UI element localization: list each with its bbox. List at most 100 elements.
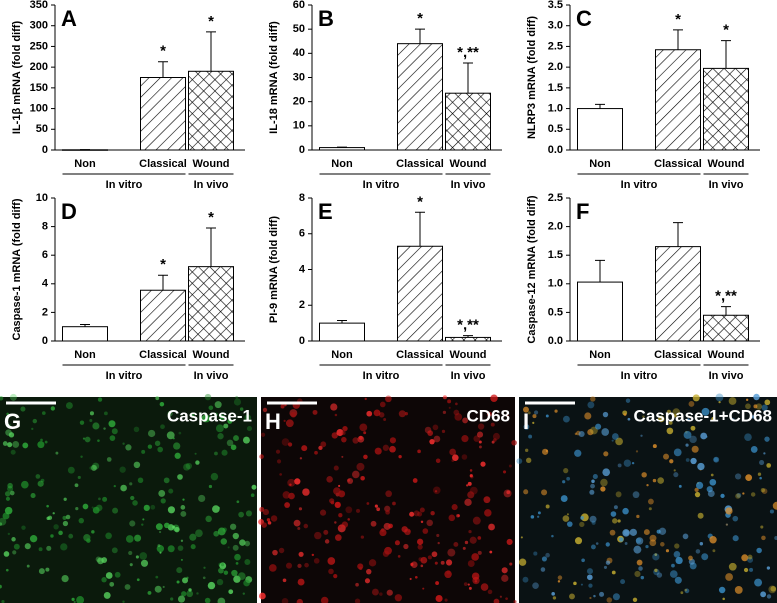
cell bbox=[545, 504, 550, 509]
cell bbox=[417, 449, 421, 454]
cell bbox=[132, 500, 138, 506]
micrograph: H CD68 bbox=[258, 394, 517, 603]
cell bbox=[297, 563, 302, 568]
cell bbox=[78, 517, 85, 524]
cell bbox=[736, 492, 742, 498]
cell bbox=[157, 446, 164, 453]
cell bbox=[233, 575, 241, 583]
cell bbox=[551, 534, 554, 538]
cell bbox=[182, 498, 185, 501]
cell bbox=[1, 600, 5, 603]
cell bbox=[620, 579, 626, 585]
cell bbox=[532, 582, 539, 589]
cell bbox=[141, 449, 146, 454]
cell bbox=[230, 444, 237, 451]
cell bbox=[4, 506, 13, 515]
cell bbox=[24, 543, 31, 550]
cell bbox=[221, 449, 228, 456]
cell bbox=[464, 498, 472, 507]
significance: * bbox=[417, 10, 423, 27]
cell bbox=[345, 506, 353, 514]
cell bbox=[715, 393, 724, 402]
cell bbox=[86, 538, 91, 543]
cell bbox=[506, 414, 509, 417]
cell bbox=[602, 468, 611, 477]
x-tick-label: Non bbox=[331, 349, 353, 361]
cell bbox=[417, 544, 423, 550]
cell bbox=[632, 597, 638, 603]
cell bbox=[469, 474, 473, 478]
cell bbox=[410, 561, 418, 569]
cell bbox=[477, 423, 485, 430]
cell bbox=[190, 413, 195, 417]
cell bbox=[480, 583, 489, 591]
cell bbox=[374, 504, 378, 508]
cell bbox=[129, 520, 136, 527]
cell bbox=[341, 521, 349, 528]
cell bbox=[769, 509, 774, 514]
cell bbox=[448, 406, 451, 409]
bar bbox=[577, 108, 623, 151]
cell bbox=[50, 406, 56, 411]
cell bbox=[296, 598, 303, 603]
cell bbox=[610, 511, 617, 517]
significance: * bbox=[723, 22, 729, 39]
cell bbox=[130, 495, 135, 501]
cell bbox=[609, 529, 616, 536]
cell bbox=[134, 534, 142, 542]
cell bbox=[569, 593, 575, 600]
cell bbox=[622, 507, 629, 515]
cell bbox=[462, 546, 466, 550]
cell bbox=[154, 585, 162, 593]
cell bbox=[357, 435, 365, 443]
cell bbox=[29, 535, 38, 543]
cell bbox=[330, 403, 338, 411]
cell bbox=[612, 593, 620, 601]
cell bbox=[270, 515, 278, 522]
y-axis-label: Caspase-1 mRNA (fold diff) bbox=[11, 198, 23, 340]
cell bbox=[563, 415, 570, 423]
cell bbox=[437, 541, 440, 545]
cell bbox=[447, 548, 456, 557]
cell bbox=[319, 509, 327, 516]
panel-letter: E bbox=[318, 199, 333, 224]
error-bar bbox=[158, 274, 168, 291]
cell bbox=[663, 453, 670, 460]
cell bbox=[383, 418, 387, 421]
cell bbox=[239, 539, 246, 546]
cell bbox=[347, 477, 354, 484]
cell bbox=[195, 460, 200, 465]
cell bbox=[333, 573, 338, 579]
cell bbox=[700, 432, 708, 440]
cell bbox=[158, 489, 166, 497]
cell bbox=[229, 523, 237, 530]
cell bbox=[154, 440, 161, 447]
cell bbox=[557, 575, 563, 580]
cell bbox=[448, 514, 456, 522]
cell bbox=[176, 580, 180, 584]
cell bbox=[631, 461, 635, 465]
cell bbox=[625, 398, 631, 403]
cell bbox=[113, 484, 116, 488]
error-bar bbox=[206, 31, 216, 72]
cell bbox=[646, 484, 649, 487]
cell bbox=[366, 568, 372, 575]
cell bbox=[600, 478, 608, 487]
cell bbox=[589, 515, 597, 523]
cell bbox=[6, 412, 9, 416]
cell bbox=[282, 491, 291, 499]
cell bbox=[404, 412, 408, 416]
cell bbox=[537, 511, 541, 515]
cell bbox=[180, 511, 187, 517]
cell bbox=[32, 418, 38, 424]
group-label: In vivo bbox=[451, 179, 486, 191]
y-tick-label: 8 bbox=[42, 221, 48, 233]
cell bbox=[71, 597, 75, 601]
cell bbox=[487, 589, 493, 595]
cell bbox=[501, 567, 508, 574]
cell bbox=[97, 397, 103, 402]
cell bbox=[562, 480, 566, 484]
cell bbox=[227, 418, 233, 424]
cell bbox=[599, 591, 605, 597]
cell bbox=[463, 582, 468, 586]
